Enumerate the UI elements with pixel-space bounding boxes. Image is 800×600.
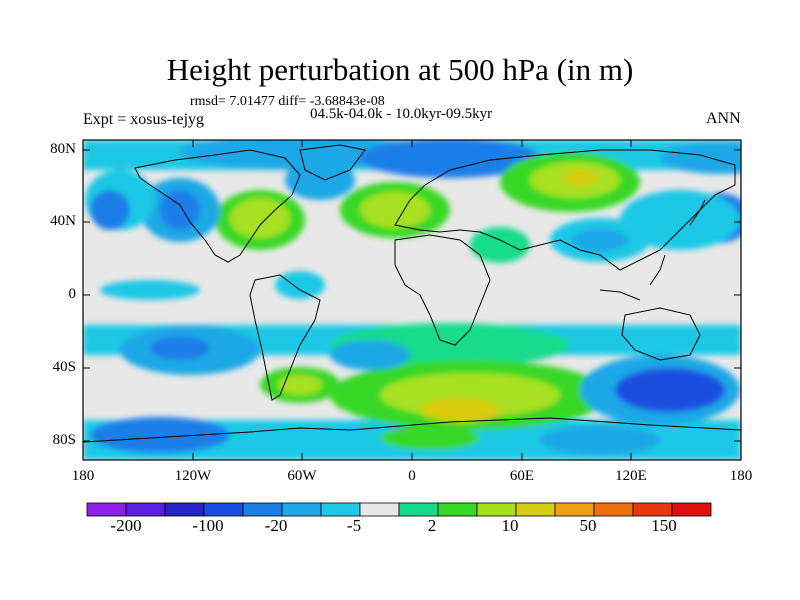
season-label: ANN: [706, 110, 741, 127]
lat-label-80n: 80N: [50, 141, 76, 157]
colorbar-swatch: [476, 502, 517, 517]
lat-label-80s: 80S: [52, 432, 76, 448]
colorbar-swatch: [671, 502, 712, 517]
lat-label-0: 0: [68, 286, 77, 302]
stats-label: rmsd= 7.01477 diff= -3.68843e-08: [190, 94, 385, 109]
colorbar-label: -100: [192, 516, 224, 535]
colorbar-swatch: [593, 502, 634, 517]
lat-label-40n: 40N: [50, 213, 76, 229]
colorbar-swatch: [320, 502, 361, 517]
colorbar-swatch: [242, 502, 283, 517]
colorbar-swatch: [359, 502, 400, 517]
colorbar-swatch: [86, 502, 127, 517]
period-label: 04.5k-04.0k - 10.0kyr-09.5kyr: [310, 106, 493, 122]
colorbar-swatch: [632, 502, 673, 517]
colorbar-swatch: [554, 502, 595, 517]
lon-label-120w: 120W: [174, 468, 212, 484]
axis-ticks: [82, 140, 742, 460]
colorbar-swatch: [281, 502, 322, 517]
colorbar-swatch: [398, 502, 439, 517]
lon-label-60w: 60W: [287, 468, 317, 484]
colorbar-label: 50: [579, 516, 597, 535]
colorbar-label: 150: [651, 516, 677, 535]
colorbar-swatch: [437, 502, 478, 517]
experiment-label: Expt = xosus-tejyg: [83, 111, 205, 128]
colorbar-swatch: [164, 502, 205, 517]
colorbar-swatch: [125, 502, 166, 517]
lat-label-40s: 40S: [52, 359, 76, 375]
colorbar-swatch: [515, 502, 556, 517]
colorbar-label: 2: [427, 516, 437, 535]
colorbar-label: -200: [110, 516, 142, 535]
chart-title: Height perturbation at 500 hPa (in m): [166, 52, 634, 87]
lon-label-60e: 60E: [509, 468, 535, 484]
colorbar-label: -5: [346, 516, 362, 535]
lon-label-180e: 180: [729, 468, 753, 484]
contour-field: [83, 140, 741, 460]
colorbar-label: -20: [264, 516, 288, 535]
lon-label-0: 0: [408, 468, 416, 484]
colorbar-label: 10: [501, 516, 519, 535]
colorbar-swatch: [203, 502, 244, 517]
coastlines: [83, 144, 741, 443]
colorbar: [86, 502, 712, 517]
lon-label-180w: 180: [71, 468, 95, 484]
lon-label-120e: 120E: [615, 468, 647, 484]
